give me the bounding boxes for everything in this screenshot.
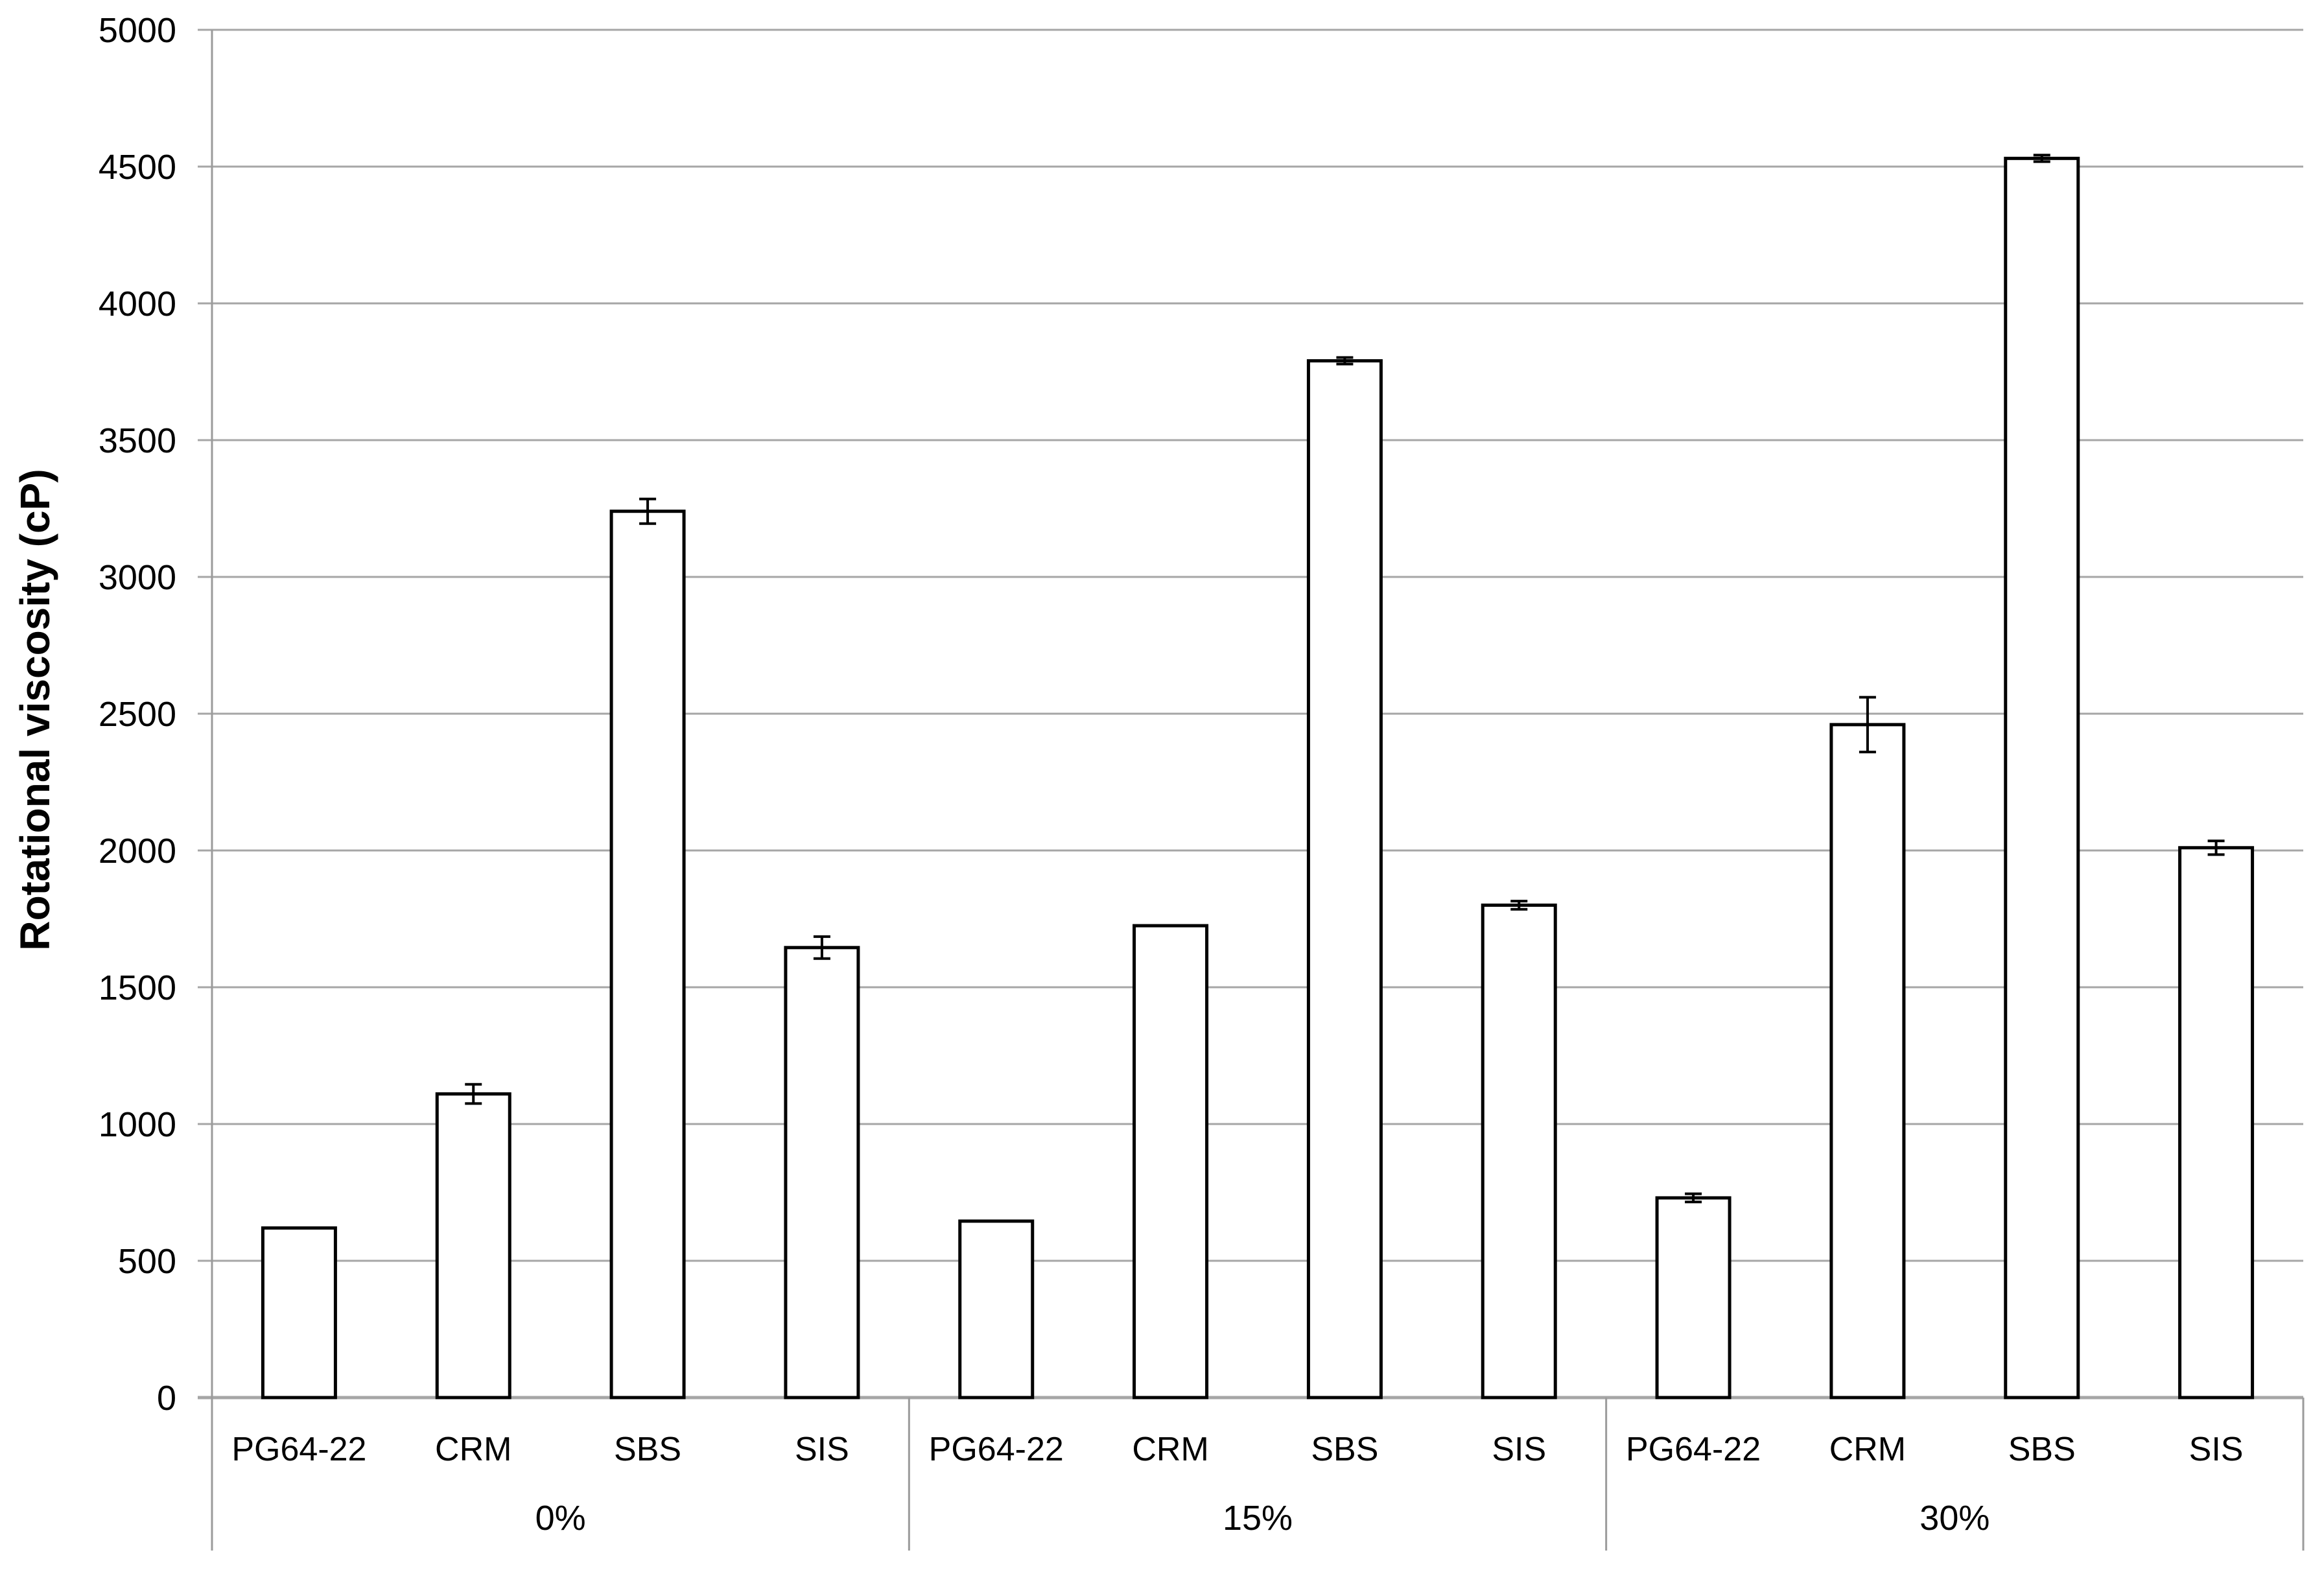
y-tick-label-0: 0 (157, 1379, 176, 1418)
x-category-label-15%-PG64-22: PG64-22 (929, 1431, 1064, 1468)
x-category-label-15%-SIS: SIS (1492, 1431, 1546, 1468)
bar-15%-PG64-22 (958, 1219, 1035, 1400)
y-tick-label-2500: 2500 (99, 695, 176, 734)
bar-0%-SIS (784, 946, 860, 1400)
bar-30%-SIS (2178, 846, 2255, 1400)
y-tick-label-3000: 3000 (99, 558, 176, 597)
x-group-label-15%: 15% (1223, 1499, 1293, 1538)
bar-30%-PG64-22 (1655, 1196, 1731, 1400)
error-bars (465, 154, 2225, 1204)
y-tick-label-3500: 3500 (99, 421, 176, 460)
x-category-label-15%-SBS: SBS (1311, 1431, 1378, 1468)
bar-0%-SBS (609, 510, 686, 1400)
bar-0%-PG64-22 (261, 1226, 337, 1400)
x-group-label-0%: 0% (535, 1499, 586, 1538)
x-category-label-30%-SIS: SIS (2189, 1431, 2244, 1468)
axes (211, 30, 2305, 1551)
bars (261, 156, 2255, 1400)
y-tick-label-5000: 5000 (99, 11, 176, 50)
y-tick-label-4500: 4500 (99, 148, 176, 187)
y-tick-label-4000: 4000 (99, 285, 176, 323)
x-category-label-0%-PG64-22: PG64-22 (231, 1431, 366, 1468)
x-category-label-30%-SBS: SBS (2008, 1431, 2076, 1468)
y-tick-label-1000: 1000 (99, 1105, 176, 1144)
x-category-label-0%-SIS: SIS (795, 1431, 849, 1468)
y-tick-label-500: 500 (118, 1242, 176, 1281)
bar-30%-CRM (1829, 723, 1906, 1400)
bar-30%-SBS (2004, 156, 2080, 1400)
y-tick-label-1500: 1500 (99, 968, 176, 1007)
x-category-label-30%-CRM: CRM (1829, 1431, 1906, 1468)
x-category-label-0%-SBS: SBS (614, 1431, 681, 1468)
axis-labels: 0 500 1000 1500 2000 2500 3000 3500 4000 4500 5000… (99, 11, 2244, 1538)
bar-15%-SIS (1481, 903, 1557, 1400)
y-axis-title: Rotational viscosity (cP) (12, 469, 58, 950)
y-tick-label-2000: 2000 (99, 832, 176, 871)
bar-0%-CRM (435, 1092, 511, 1400)
bar-15%-SBS (1306, 359, 1383, 1400)
x-group-label-30%: 30% (1919, 1499, 1989, 1538)
x-category-label-15%-CRM: CRM (1132, 1431, 1208, 1468)
x-category-label-0%-CRM: CRM (435, 1431, 511, 1468)
x-category-label-30%-PG64-22: PG64-22 (1626, 1431, 1761, 1468)
bar-15%-CRM (1133, 924, 1209, 1400)
gridlines (198, 29, 2303, 1400)
